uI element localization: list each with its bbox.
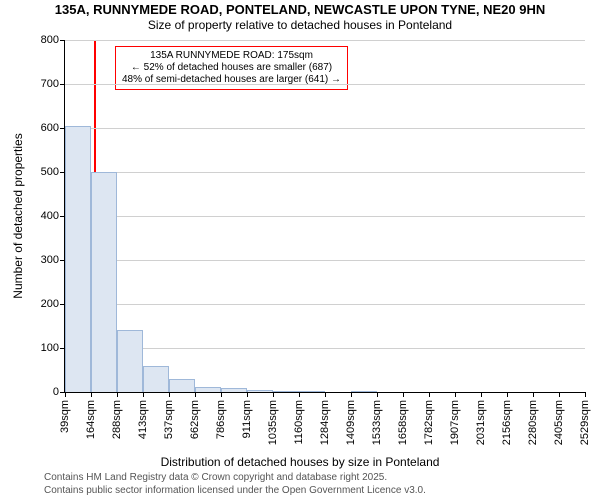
xtick-mark	[533, 392, 534, 397]
xtick-mark	[65, 392, 66, 397]
xtick-mark	[169, 392, 170, 397]
xtick-mark	[91, 392, 92, 397]
gridline	[65, 260, 585, 261]
y-axis-title: Number of detached properties	[11, 133, 25, 298]
xtick-mark	[455, 392, 456, 397]
xtick-label: 2156sqm	[501, 400, 513, 445]
histogram-bar	[91, 172, 117, 392]
histogram-bar	[143, 366, 169, 392]
xtick-label: 1533sqm	[371, 400, 383, 445]
histogram-bar	[351, 391, 377, 392]
gridline	[65, 84, 585, 85]
xtick-label: 1907sqm	[449, 400, 461, 445]
xtick-label: 2405sqm	[553, 400, 565, 445]
chart-title-sub: Size of property relative to detached ho…	[0, 18, 600, 32]
xtick-label: 288sqm	[111, 400, 123, 439]
ytick-mark	[60, 40, 65, 41]
xtick-label: 1160sqm	[293, 400, 305, 444]
chart-container: 135A, RUNNYMEDE ROAD, PONTELAND, NEWCAST…	[0, 0, 600, 500]
gridline	[65, 348, 585, 349]
xtick-mark	[377, 392, 378, 397]
xtick-label: 1409sqm	[345, 400, 357, 445]
xtick-label: 1284sqm	[319, 400, 331, 445]
attribution-line-1: Contains HM Land Registry data © Crown c…	[44, 472, 387, 483]
ytick-label: 400	[41, 210, 59, 222]
xtick-mark	[585, 392, 586, 397]
xtick-label: 1035sqm	[267, 400, 279, 445]
ytick-label: 700	[41, 78, 59, 90]
gridline	[65, 216, 585, 217]
histogram-bar	[65, 126, 91, 392]
histogram-bar	[221, 388, 247, 392]
xtick-label: 2280sqm	[527, 400, 539, 445]
xtick-label: 164sqm	[85, 400, 97, 439]
attribution-line-2: Contains public sector information licen…	[44, 485, 426, 496]
ytick-label: 800	[41, 34, 59, 46]
ytick-mark	[60, 84, 65, 85]
xtick-label: 413sqm	[137, 400, 149, 439]
ytick-label: 100	[41, 342, 59, 354]
xtick-mark	[429, 392, 430, 397]
xtick-label: 537sqm	[163, 400, 175, 439]
xtick-mark	[351, 392, 352, 397]
xtick-mark	[117, 392, 118, 397]
xtick-label: 2031sqm	[475, 400, 487, 445]
annotation-line-2: ← 52% of detached houses are smaller (68…	[122, 62, 341, 74]
xtick-mark	[559, 392, 560, 397]
ytick-label: 300	[41, 254, 59, 266]
histogram-bar	[117, 330, 143, 392]
gridline	[65, 128, 585, 129]
xtick-label: 911sqm	[241, 400, 253, 438]
histogram-bar	[195, 387, 221, 392]
histogram-bar	[169, 379, 195, 392]
xtick-mark	[247, 392, 248, 397]
xtick-label: 2529sqm	[579, 400, 591, 445]
xtick-label: 662sqm	[189, 400, 201, 439]
ytick-label: 500	[41, 166, 59, 178]
xtick-mark	[221, 392, 222, 397]
xtick-mark	[273, 392, 274, 397]
xtick-mark	[481, 392, 482, 397]
x-axis-title: Distribution of detached houses by size …	[0, 455, 600, 469]
xtick-label: 1658sqm	[397, 400, 409, 445]
histogram-bar	[247, 390, 273, 392]
xtick-mark	[403, 392, 404, 397]
annotation-line-1: 135A RUNNYMEDE ROAD: 175sqm	[122, 50, 341, 62]
chart-title-main: 135A, RUNNYMEDE ROAD, PONTELAND, NEWCAST…	[0, 2, 600, 17]
histogram-bar	[273, 391, 299, 392]
xtick-label: 786sqm	[215, 400, 227, 439]
xtick-mark	[299, 392, 300, 397]
histogram-bar	[299, 391, 325, 392]
ytick-label: 0	[53, 386, 59, 398]
xtick-mark	[195, 392, 196, 397]
ytick-label: 200	[41, 298, 59, 310]
xtick-mark	[507, 392, 508, 397]
xtick-label: 39sqm	[59, 400, 71, 433]
plot-area: 135A RUNNYMEDE ROAD: 175sqm ← 52% of det…	[64, 40, 585, 393]
gridline	[65, 304, 585, 305]
xtick-mark	[143, 392, 144, 397]
xtick-label: 1782sqm	[423, 400, 435, 445]
gridline	[65, 172, 585, 173]
xtick-mark	[325, 392, 326, 397]
ytick-label: 600	[41, 122, 59, 134]
gridline	[65, 40, 585, 41]
